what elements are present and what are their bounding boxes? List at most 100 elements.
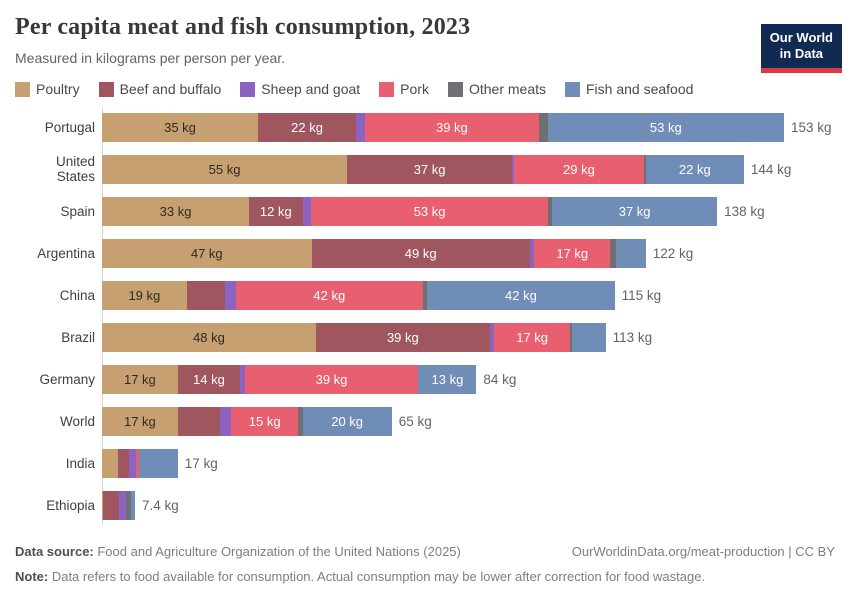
total-label: 17 kg bbox=[185, 456, 218, 471]
country-label: United States bbox=[15, 154, 102, 184]
segment-fish-and-seafood[interactable] bbox=[572, 323, 605, 352]
segment-value-label: 47 kg bbox=[191, 246, 223, 261]
segment-value-label: 39 kg bbox=[387, 330, 419, 345]
segment-value-label: 14 kg bbox=[193, 372, 225, 387]
segment-beef-and-buffalo[interactable]: 12 kg bbox=[249, 197, 302, 226]
footer: Data source: Food and Agriculture Organi… bbox=[15, 539, 835, 590]
segment-poultry[interactable]: 33 kg bbox=[102, 197, 249, 226]
legend-item-other-meats[interactable]: Other meats bbox=[448, 81, 546, 97]
segment-beef-and-buffalo[interactable] bbox=[178, 407, 220, 436]
stacked-bar bbox=[102, 449, 178, 478]
segment-beef-and-buffalo[interactable] bbox=[187, 281, 225, 310]
segment-fish-and-seafood[interactable]: 42 kg bbox=[427, 281, 614, 310]
total-label: 138 kg bbox=[724, 204, 765, 219]
segment-sheep-and-goat[interactable] bbox=[303, 197, 312, 226]
segment-value-label: 22 kg bbox=[291, 120, 323, 135]
country-label: Ethiopia bbox=[15, 498, 102, 513]
segment-pork[interactable]: 39 kg bbox=[245, 365, 419, 394]
segment-sheep-and-goat[interactable] bbox=[119, 491, 126, 520]
segment-pork[interactable]: 17 kg bbox=[494, 323, 570, 352]
segment-beef-and-buffalo[interactable] bbox=[118, 449, 129, 478]
segment-poultry[interactable]: 17 kg bbox=[102, 365, 178, 394]
segment-beef-and-buffalo[interactable]: 37 kg bbox=[347, 155, 512, 184]
segment-poultry[interactable]: 17 kg bbox=[102, 407, 178, 436]
segment-pork[interactable]: 29 kg bbox=[514, 155, 643, 184]
segment-fish-and-seafood[interactable] bbox=[616, 239, 646, 268]
country-label: World bbox=[15, 414, 102, 429]
chart-canvas: Per capita meat and fish consumption, 20… bbox=[0, 14, 850, 614]
segment-value-label: 12 kg bbox=[260, 204, 292, 219]
data-source-label: Data source: bbox=[15, 544, 94, 559]
total-label: 144 kg bbox=[751, 162, 792, 177]
segment-beef-and-buffalo[interactable]: 14 kg bbox=[178, 365, 240, 394]
segment-pork[interactable]: 39 kg bbox=[365, 113, 539, 142]
segment-value-label: 53 kg bbox=[414, 204, 446, 219]
legend-swatch-beef-and-buffalo bbox=[99, 82, 114, 97]
data-source-line: Data source: Food and Agriculture Organi… bbox=[15, 539, 461, 564]
segment-value-label: 53 kg bbox=[650, 120, 682, 135]
segment-fish-and-seafood[interactable] bbox=[131, 491, 135, 520]
segment-value-label: 22 kg bbox=[679, 162, 711, 177]
segment-pork[interactable]: 42 kg bbox=[236, 281, 423, 310]
segment-fish-and-seafood[interactable]: 37 kg bbox=[552, 197, 717, 226]
legend-label: Other meats bbox=[469, 81, 546, 97]
segment-other-meats[interactable] bbox=[539, 113, 548, 142]
legend-label: Pork bbox=[400, 81, 429, 97]
legend-item-sheep-and-goat[interactable]: Sheep and goat bbox=[240, 81, 360, 97]
segment-poultry[interactable]: 47 kg bbox=[102, 239, 312, 268]
legend-item-fish-and-seafood[interactable]: Fish and seafood bbox=[565, 81, 693, 97]
total-label: 153 kg bbox=[791, 120, 832, 135]
segment-value-label: 39 kg bbox=[436, 120, 468, 135]
stacked-bar: 48 kg 39 kg 17 kg bbox=[102, 323, 606, 352]
segment-poultry[interactable]: 48 kg bbox=[102, 323, 316, 352]
legend-item-poultry[interactable]: Poultry bbox=[15, 81, 80, 97]
segment-sheep-and-goat[interactable] bbox=[225, 281, 236, 310]
segment-beef-and-buffalo[interactable]: 39 kg bbox=[316, 323, 490, 352]
legend-label: Fish and seafood bbox=[586, 81, 693, 97]
country-label: Germany bbox=[15, 372, 102, 387]
segment-value-label: 17 kg bbox=[556, 246, 588, 261]
segment-fish-and-seafood[interactable] bbox=[139, 449, 177, 478]
segment-value-label: 49 kg bbox=[405, 246, 437, 261]
segment-fish-and-seafood[interactable]: 20 kg bbox=[303, 407, 392, 436]
segment-pork[interactable]: 53 kg bbox=[311, 197, 547, 226]
owid-logo-line1: Our World bbox=[770, 30, 833, 46]
segment-sheep-and-goat[interactable] bbox=[220, 407, 231, 436]
legend-label: Beef and buffalo bbox=[120, 81, 222, 97]
stacked-bar: 47 kg 49 kg 17 kg bbox=[102, 239, 646, 268]
segment-fish-and-seafood[interactable]: 53 kg bbox=[548, 113, 784, 142]
segment-pork[interactable]: 17 kg bbox=[534, 239, 610, 268]
segment-beef-and-buffalo[interactable]: 49 kg bbox=[312, 239, 530, 268]
segment-value-label: 37 kg bbox=[414, 162, 446, 177]
legend-swatch-pork bbox=[379, 82, 394, 97]
owid-link[interactable]: OurWorldinData.org/meat-production | CC … bbox=[572, 539, 835, 564]
segment-pork[interactable]: 15 kg bbox=[231, 407, 298, 436]
owid-logo-line2: in Data bbox=[770, 46, 833, 62]
segment-fish-and-seafood[interactable]: 22 kg bbox=[646, 155, 744, 184]
country-label: China bbox=[15, 288, 102, 303]
segment-poultry[interactable] bbox=[102, 449, 118, 478]
stacked-bar: 55 kg 37 kg 29 kg 22 kg bbox=[102, 155, 744, 184]
total-label: 65 kg bbox=[399, 414, 432, 429]
segment-poultry[interactable]: 55 kg bbox=[102, 155, 347, 184]
segment-sheep-and-goat[interactable] bbox=[356, 113, 365, 142]
page-title: Per capita meat and fish consumption, 20… bbox=[15, 14, 835, 41]
legend-item-beef-and-buffalo[interactable]: Beef and buffalo bbox=[99, 81, 222, 97]
segment-poultry[interactable]: 19 kg bbox=[102, 281, 187, 310]
legend-item-pork[interactable]: Pork bbox=[379, 81, 429, 97]
segment-fish-and-seafood[interactable]: 13 kg bbox=[418, 365, 476, 394]
legend-swatch-fish-and-seafood bbox=[565, 82, 580, 97]
segment-beef-and-buffalo[interactable] bbox=[103, 491, 119, 520]
segment-beef-and-buffalo[interactable]: 22 kg bbox=[258, 113, 356, 142]
segment-value-label: 17 kg bbox=[516, 330, 548, 345]
segment-poultry[interactable]: 35 kg bbox=[102, 113, 258, 142]
segment-sheep-and-goat[interactable] bbox=[129, 449, 136, 478]
